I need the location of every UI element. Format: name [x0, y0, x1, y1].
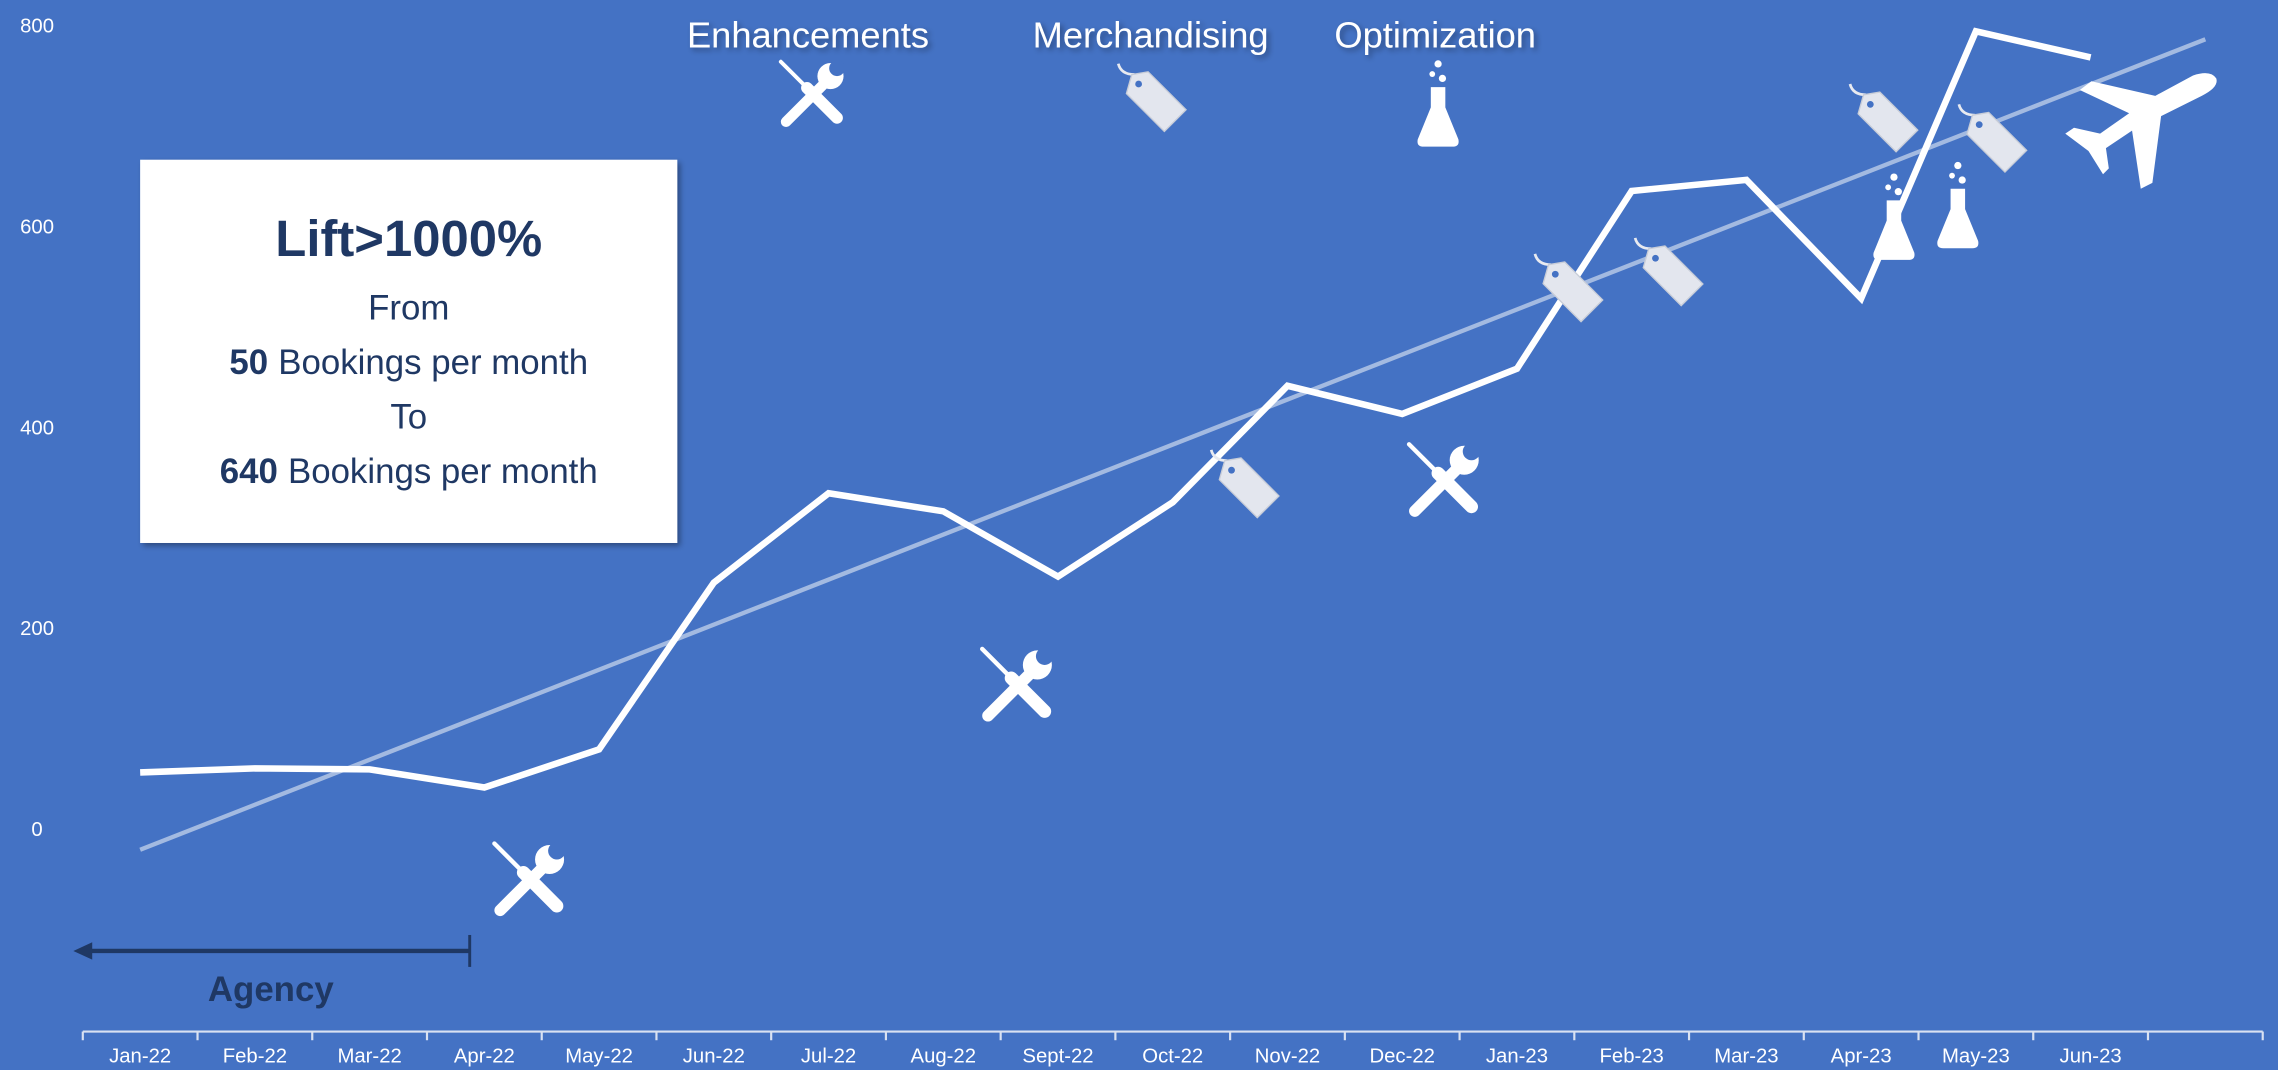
- callout-line: 640 Bookings per month: [220, 452, 598, 491]
- x-tick-label: Nov-22: [1255, 1045, 1320, 1067]
- callout-line: From: [368, 289, 449, 328]
- y-tick-label: 800: [20, 16, 54, 38]
- data-line: [140, 27, 2092, 791]
- callout-title: Lift>1000%: [275, 210, 542, 267]
- x-tick-label: Jun-22: [683, 1045, 745, 1067]
- callout-text: Bookings per month: [288, 452, 598, 491]
- y-tick-label: 200: [20, 618, 54, 640]
- x-tick-label: Dec-22: [1369, 1045, 1434, 1067]
- annotation: Optimization: [1334, 14, 1536, 55]
- x-tick-label: May-23: [1942, 1045, 2010, 1067]
- callout-value: 640: [220, 452, 278, 491]
- x-tick-label: Jan-23: [1486, 1045, 1548, 1067]
- x-tick-label: Sept-22: [1022, 1045, 1093, 1067]
- callout-text: Bookings per month: [278, 343, 588, 382]
- x-tick-label: Feb-22: [223, 1045, 287, 1067]
- x-tick-label: Jun-23: [2060, 1045, 2122, 1067]
- y-tick-label: 0: [31, 819, 42, 841]
- y-tick-label: 400: [20, 417, 54, 439]
- callout-text: From: [368, 289, 449, 328]
- agency: Agency: [73, 934, 472, 1009]
- annotation: Enhancements: [687, 14, 929, 55]
- x-tick-label: Jan-22: [109, 1045, 171, 1067]
- callout-line: To: [390, 398, 427, 437]
- trendline: [139, 37, 2207, 852]
- x-tick-label: Feb-23: [1600, 1045, 1664, 1067]
- callout-line: 50 Bookings per month: [229, 343, 588, 382]
- callout-text: To: [390, 398, 427, 437]
- callout-value: 50: [229, 343, 268, 382]
- x-tick-label: Apr-23: [1831, 1045, 1892, 1067]
- x-tick-label: Oct-22: [1142, 1045, 1203, 1067]
- arrow-head: [73, 942, 93, 960]
- callout-box: [140, 159, 678, 543]
- x-tick-label: Jul-22: [801, 1045, 856, 1067]
- agency-label: Agency: [208, 970, 334, 1009]
- x-tick-label: Aug-22: [911, 1045, 977, 1067]
- callout: Lift>1000% From 50 Bookings per month To 640…: [140, 159, 678, 543]
- x-tick-label: Mar-22: [337, 1045, 401, 1067]
- annotation: Merchandising: [1033, 14, 1269, 55]
- x-tick-label: May-22: [565, 1045, 633, 1067]
- x-tick-label: Mar-23: [1714, 1045, 1778, 1067]
- y-tick-label: 600: [20, 217, 54, 239]
- x-tick-label: Apr-22: [454, 1045, 515, 1067]
